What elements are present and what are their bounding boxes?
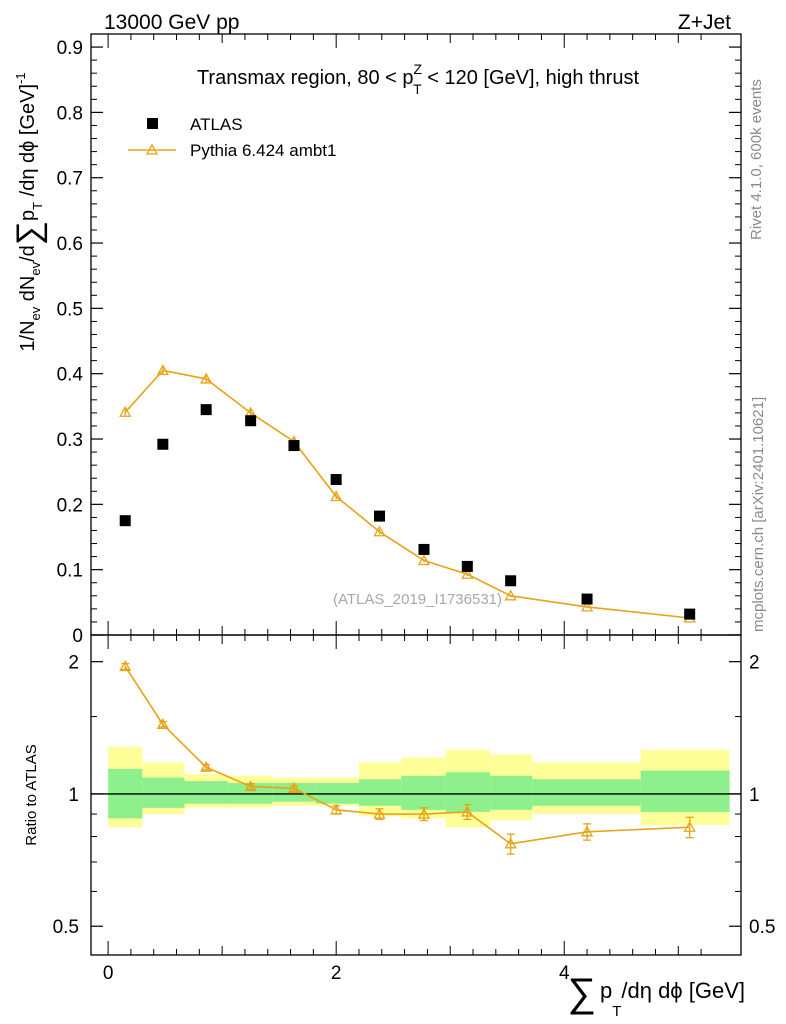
pythia-point [580,600,594,612]
ratio-band-inner [142,777,185,808]
ratio-band-inner [184,781,228,804]
atlas-point [461,560,473,572]
header-process-label: Z+Jet [678,11,731,34]
ratio-point [417,807,431,819]
x-axis-label: ∑ pT/dη dϕ [GeV] [567,971,745,1020]
main-frame [90,33,742,636]
ratio-point [461,805,474,817]
mcplots-label: mcplots.cern.ch [arXiv:2401.10621] [750,397,767,632]
x-tick-label: 4 [559,963,570,984]
ratio-tick-label-right: 2 [749,653,760,674]
pythia-point [156,364,169,376]
ratio-point [156,718,169,730]
atlas-point [119,515,131,527]
ratio-point [373,807,386,819]
header-collision-label: 13000 GeV pp [104,11,239,34]
ratio-point [244,780,257,792]
legend-atlas-marker [147,118,158,129]
x-tick-label: 0 [103,963,114,984]
x-tick-label: 2 [331,963,342,984]
y-tick-label: 0.7 [57,169,83,190]
ratio-point [504,837,517,849]
y-tick-label: 0.8 [57,103,83,124]
ratio-point [580,825,594,837]
plot-title: Transmax region, 80 < pZ T < 120 [GeV], h… [197,61,640,97]
ratio-band-inner [640,770,730,812]
legend: ATLAS Pythia 6.424 ambt1 [128,115,336,160]
ratio-line [124,666,690,845]
ratio-panel: 0 2 4 0.5 0.5 1 1 2 2 [53,634,775,984]
atlas-point [581,593,593,605]
atlas-point [288,440,300,452]
y-tick-label: 0.5 [57,299,83,320]
analysis-watermark: (ATLAS_2019_I1736531) [333,591,502,608]
y-tick-label: 0.6 [57,234,83,255]
atlas-point [245,415,257,427]
ratio-band-inner [227,782,273,804]
pythia-point [200,372,213,384]
rivet-version-label: Rivet 4.1.0, 600k events [748,79,765,240]
y-tick-label: 0.9 [57,38,83,59]
pythia-point [504,589,517,601]
pythia-point [373,525,386,537]
ratio-band-inner [358,779,402,806]
ratio-point [287,781,301,793]
atlas-point [684,608,696,620]
atlas-point [505,575,517,587]
ratio-point [330,803,343,815]
ratio-y-axis-label: Ratio to ATLAS [23,744,40,845]
atlas-point [418,543,430,555]
ratio-point [200,760,213,772]
ratio-band-inner [315,782,359,804]
legend-pythia-marker [145,143,159,155]
y-tick-label: 0.2 [57,495,83,516]
y-tick-label: 0.4 [57,365,84,386]
main-panel: 0 0.1 0.2 0.3 0.4 0.5 0.6 0.7 0.8 0.9 [57,33,742,647]
ratio-tick-label: 1 [68,785,79,806]
y-tick-label: 0 [72,626,83,647]
atlas-point [330,474,342,486]
legend-pythia-label: Pythia 6.424 ambt1 [190,141,336,160]
pythia-point [330,490,343,502]
ratio-band-inner [401,775,446,810]
atlas-point [157,438,169,450]
y-tick-label: 0.1 [57,561,83,582]
ratio-tick-label: 0.5 [53,917,79,938]
atlas-point [200,404,212,416]
ratio-point [119,660,132,672]
ratio-band-inner [532,779,641,806]
ratio-tick-label: 2 [68,653,79,674]
ratio-band-inner [490,775,533,810]
ratio-frame [90,634,742,956]
atlas-point [374,510,386,522]
ratio-tick-label-right: 0.5 [749,917,775,938]
ratio-tick-label-right: 1 [749,785,760,806]
pythia-point [417,554,431,566]
pythia-point [461,567,474,579]
legend-atlas-label: ATLAS [190,115,243,134]
pythia-point [119,405,132,417]
y-tick-label: 0.3 [57,430,83,451]
ratio-point [683,820,696,832]
pythia-line [124,369,690,619]
y-axis-label: 1/Nev dNev/d∑pT /dη dϕ [GeV]-1 [10,72,48,351]
